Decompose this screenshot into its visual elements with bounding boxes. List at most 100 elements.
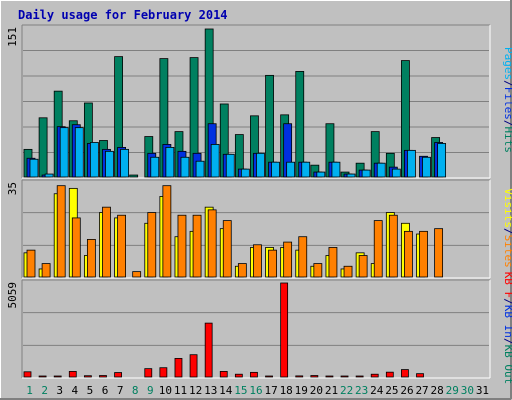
bar-pages-day-10: [165, 146, 175, 178]
bar-kb-f-day-4: [68, 371, 77, 378]
bar-pages-day-2: [44, 173, 54, 178]
bar-pages-day-9: [150, 156, 160, 178]
bar-sites-day-16: [253, 244, 262, 278]
bar-kb-f-day-7: [114, 372, 122, 378]
bar-sites-day-10: [162, 185, 172, 278]
labels: 151 Pages/Files/Hits 35 Visits/Sites 5059 KB …: [6, 27, 512, 397]
bar-pages-day-3: [59, 127, 69, 178]
legend-entry: Files: [502, 87, 512, 120]
bar-sites-day-12: [192, 214, 202, 278]
bar-sites-day-6: [102, 206, 111, 278]
legend-3: KB F/KB In/KB Out: [502, 272, 512, 385]
bar-sites-day-3: [56, 185, 66, 278]
bar-kb-f-day-10: [159, 367, 168, 378]
legend-entry: Sites: [502, 235, 512, 268]
bar-kb-f-day-27: [416, 373, 424, 378]
bar-pages-day-14: [225, 153, 235, 178]
bar-sites-day-4: [71, 217, 81, 278]
x-tick-label: 19: [295, 384, 308, 397]
bar-pages-day-19: [301, 161, 311, 178]
bar-pages-day-28: [437, 143, 447, 178]
bar-pages-day-26: [407, 149, 416, 178]
bar-kb-f-day-11: [174, 358, 183, 378]
bar-pages-day-13: [210, 144, 220, 178]
bar-sites-day-21: [328, 247, 338, 278]
x-tick-label: 28: [431, 384, 444, 397]
bar-kb-f-day-22: [340, 375, 349, 378]
bar-kb-f-day-3: [53, 375, 62, 378]
bar-sites-day-23: [358, 255, 368, 278]
bar-sites-day-18: [283, 241, 293, 278]
x-tick-label: 14: [219, 384, 233, 397]
bar-pages-day-6: [105, 150, 114, 178]
x-tick-label: 27: [415, 384, 428, 397]
x-tick-label: 25: [385, 384, 398, 397]
bar-sites-day-24: [373, 220, 383, 278]
bar-kb-f-day-15: [234, 373, 243, 378]
bar-kb-f-day-9: [144, 368, 153, 378]
bar-sites-day-1: [26, 249, 36, 278]
legend-2: Visits/Sites: [502, 188, 512, 268]
x-tick-label: 21: [325, 384, 338, 397]
legend-entry: /: [502, 80, 512, 87]
x-tick-label: 12: [189, 384, 202, 397]
x-tick-label: 2: [41, 384, 48, 397]
bar-pages-day-7: [120, 148, 129, 178]
panels: [21, 24, 491, 379]
bar-pages-day-5: [89, 142, 99, 178]
x-tick-label: 18: [280, 384, 293, 397]
bar-kb-f-day-16: [250, 371, 258, 378]
bar-pages-day-11: [180, 156, 190, 178]
bar-kb-f-day-23: [355, 375, 364, 378]
legend-entry: KB In: [502, 305, 512, 338]
x-tick-label: 4: [72, 384, 79, 397]
x-tick-label: 26: [400, 384, 413, 397]
legend-entry: KB F: [502, 272, 512, 299]
bars: [23, 28, 447, 378]
y-max-label: 35: [6, 182, 19, 195]
chart-title: Daily usage for February 2014: [18, 8, 228, 22]
bar-sites-day-13: [207, 209, 217, 278]
bar-kb-f-day-25: [385, 371, 394, 378]
bar-pages-day-20: [316, 171, 326, 178]
x-tick-label: 17: [264, 384, 277, 397]
x-tick-label: 8: [132, 384, 139, 397]
y-max-label: 151: [6, 27, 19, 47]
bar-sites-day-27: [419, 230, 428, 278]
bar-sites-day-28: [434, 228, 444, 278]
x-tick-label: 10: [159, 384, 172, 397]
bar-sites-day-14: [222, 220, 232, 278]
bar-hits-day-19: [295, 71, 305, 178]
legend-1: Pages/Files/Hits: [502, 47, 512, 153]
bar-kb-f-day-20: [310, 375, 319, 378]
bar-sites-day-5: [86, 238, 96, 278]
x-tick-label: 20: [310, 384, 323, 397]
bar-sites-day-19: [298, 236, 308, 278]
x-tick-label: 13: [204, 384, 217, 397]
bar-kb-f-day-13: [204, 322, 213, 378]
bar-kb-f-day-26: [401, 369, 409, 378]
bar-sites-day-25: [388, 214, 398, 278]
y-max-label: 5059: [6, 282, 19, 309]
bar-sites-day-15: [237, 263, 247, 278]
bar-hits-day-8: [129, 174, 139, 178]
x-tick-label: 16: [249, 384, 262, 397]
bar-pages-day-24: [376, 162, 386, 178]
x-tick-label: 23: [355, 384, 368, 397]
legend-entry: /: [502, 228, 512, 235]
legend-entry: /: [502, 338, 512, 345]
bar-kb-f-day-1: [23, 371, 32, 378]
x-tick-label: 30: [461, 384, 474, 397]
bar-kb-f-day-17: [265, 375, 273, 378]
legend-entry: KB Out: [502, 345, 512, 385]
bar-kb-f-day-24: [370, 373, 379, 378]
bar-kb-f-day-6: [99, 375, 107, 378]
bar-pages-day-1: [29, 158, 39, 178]
bar-pages-day-16: [256, 152, 265, 178]
bar-sites-day-9: [147, 212, 157, 278]
x-tick-label: 22: [340, 384, 353, 397]
bar-pages-day-27: [422, 156, 431, 178]
panel-3: [22, 280, 490, 378]
bar-hits-day-2: [38, 117, 48, 178]
